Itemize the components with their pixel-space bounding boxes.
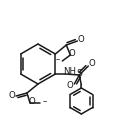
- Text: NH: NH: [63, 67, 76, 75]
- Text: O: O: [78, 36, 85, 44]
- Text: O: O: [9, 91, 15, 99]
- Text: O: O: [67, 82, 74, 91]
- Text: –: –: [55, 55, 59, 65]
- Text: S: S: [76, 69, 82, 78]
- Text: O: O: [29, 98, 35, 107]
- Text: –: –: [43, 98, 47, 107]
- Text: O: O: [89, 60, 96, 68]
- Text: O: O: [69, 50, 76, 59]
